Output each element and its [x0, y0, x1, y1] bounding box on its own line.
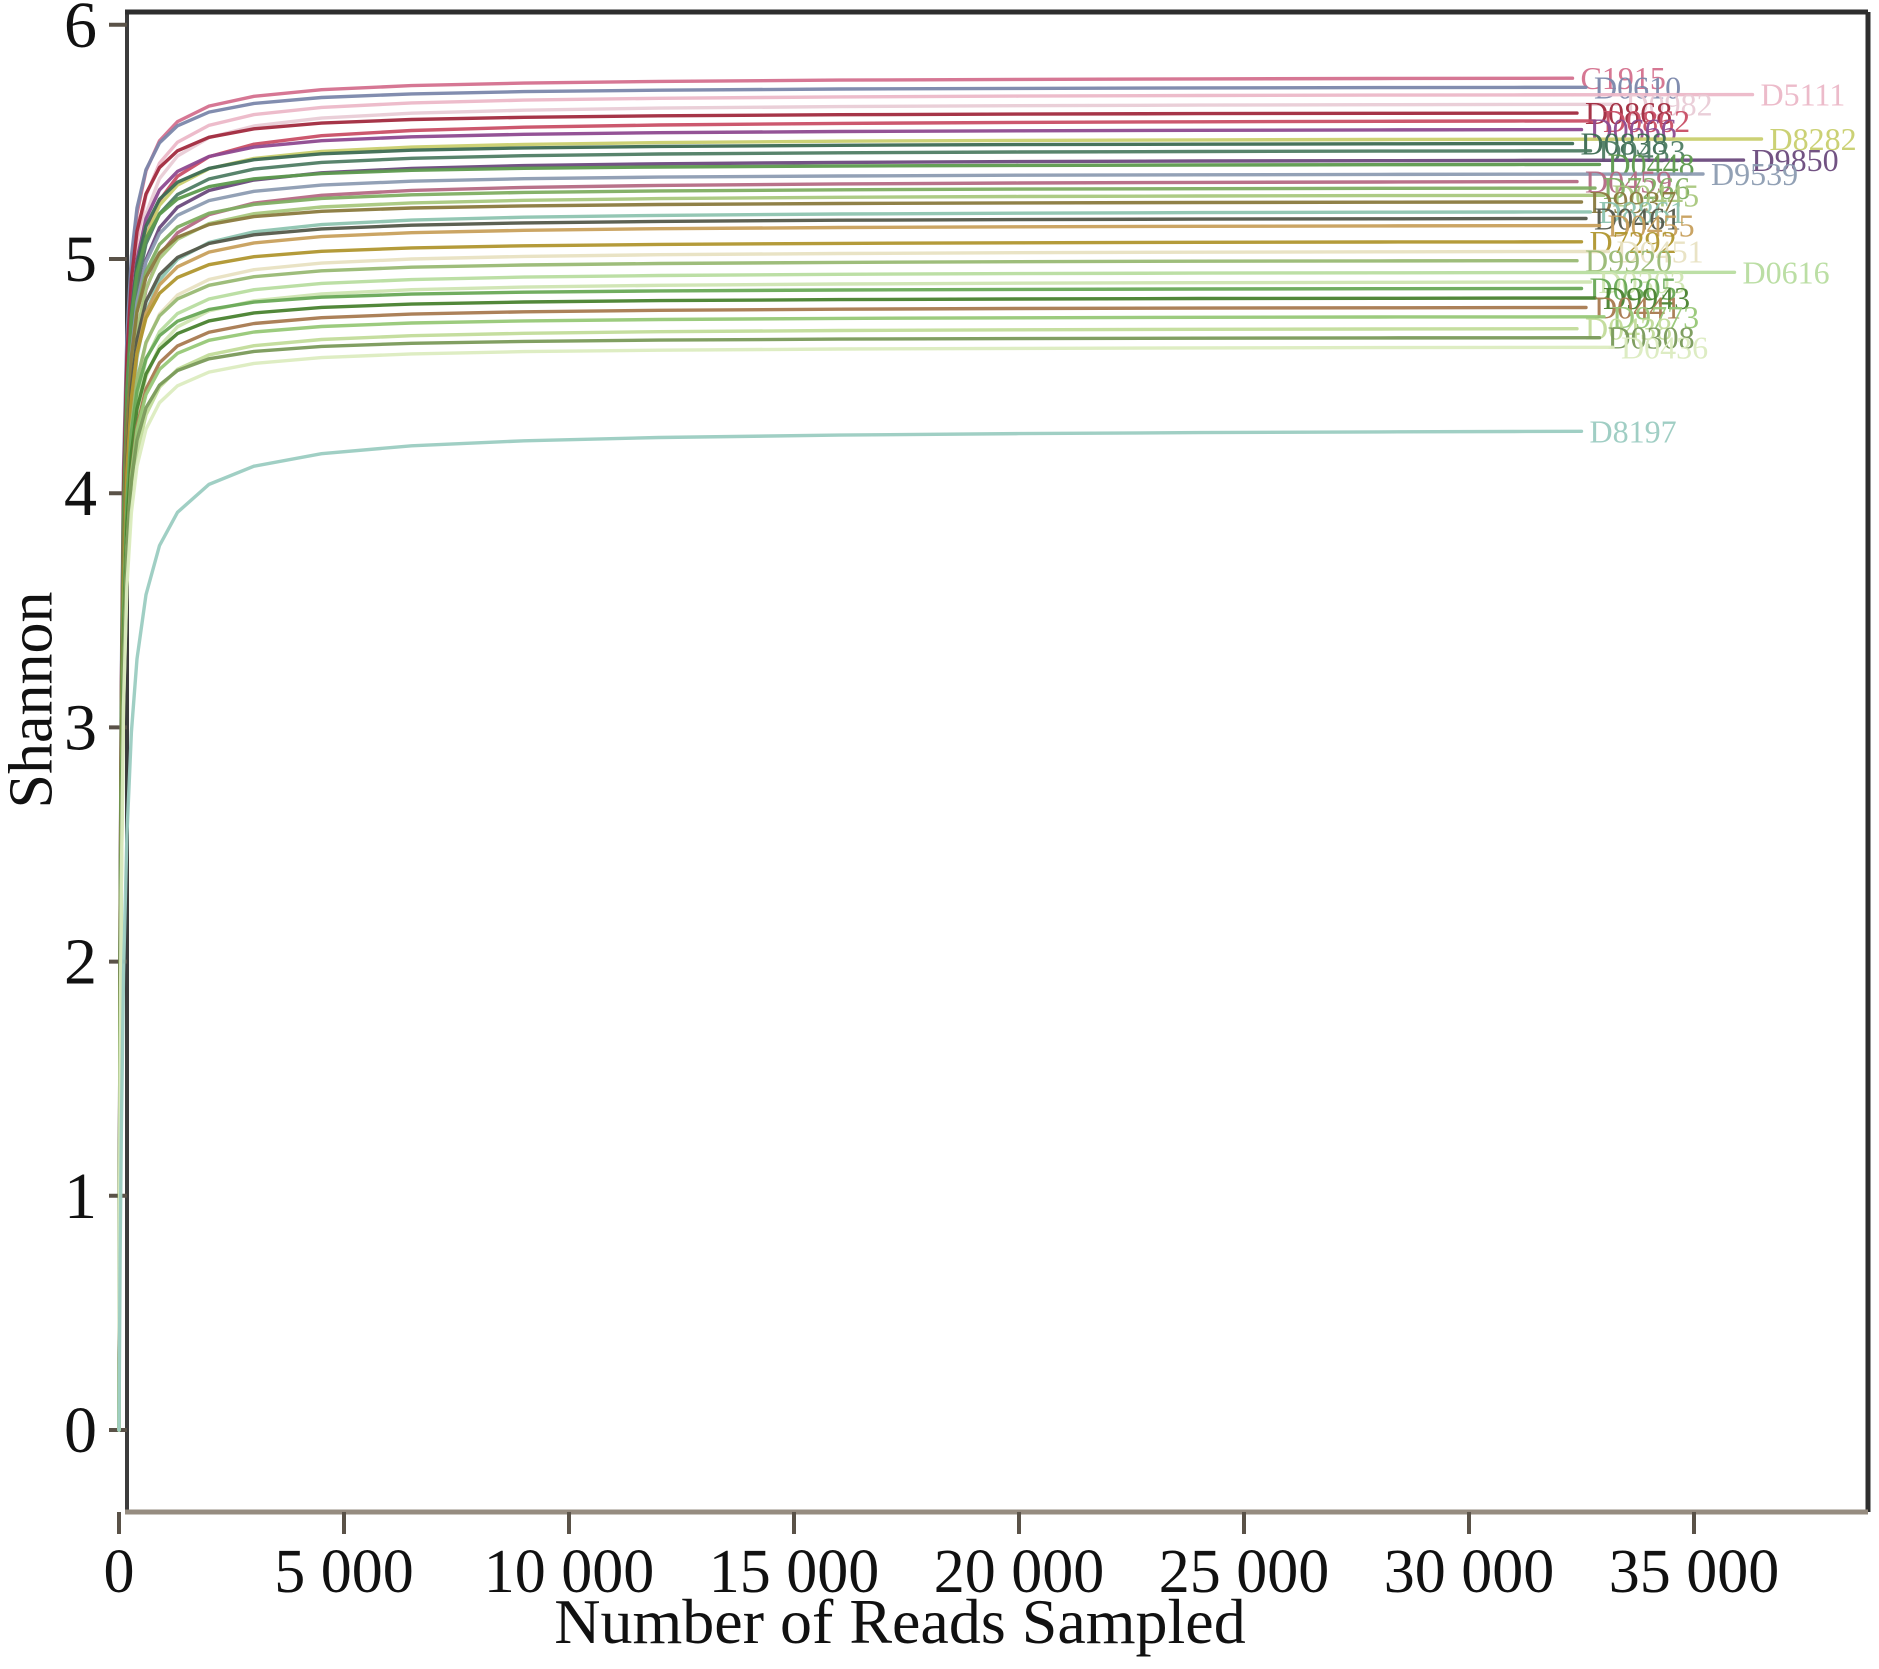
series-curve-D0436 [117, 345, 1615, 1432]
y-tick-label: 2 [64, 926, 97, 999]
series-label-D7266: D7266 [1603, 170, 1690, 206]
series-label-D0461: D0461 [1594, 201, 1681, 237]
series-curve-D0441 [117, 305, 1588, 1432]
series-label-D8861: D8861 [1599, 194, 1686, 230]
series-label-D0838: D0838 [1581, 126, 1668, 162]
series-label-D9850: D9850 [1752, 142, 1839, 178]
series-curve-D0305 [117, 286, 1584, 1432]
y-tick-label: 3 [64, 691, 97, 764]
series-label-D8282: D8282 [1770, 121, 1857, 157]
series-curve-D0445 [117, 193, 1606, 1432]
series-label-D0436: D0436 [1621, 329, 1708, 365]
x-tick-label: 35 000 [1609, 1538, 1780, 1606]
series-label-D0610: D0610 [1594, 69, 1681, 105]
series-curve-D7292 [117, 240, 1584, 1432]
series-label-D0616: D0616 [1743, 254, 1830, 290]
series-label-D0451: D0451 [1617, 233, 1704, 269]
series-curve-D0616 [117, 270, 1737, 1432]
series-curve-D9937 [117, 200, 1584, 1432]
series-label-D5111: D5111 [1761, 77, 1846, 113]
series-label-D9539: D9539 [1711, 156, 1798, 192]
series-label-D9937: D9937 [1590, 184, 1677, 220]
series-curve-D0982 [117, 102, 1620, 1432]
series-curve-D9539 [117, 172, 1705, 1432]
series-curve-D8282 [117, 137, 1764, 1432]
x-tick-label: 30 000 [1384, 1538, 1555, 1606]
x-tick-label: 10 000 [484, 1538, 655, 1606]
y-tick-label: 1 [64, 1160, 97, 1233]
x-tick-label: 20 000 [934, 1538, 1105, 1606]
y-axis-title: Shannon [0, 591, 66, 809]
series-curve-D0448 [117, 162, 1602, 1432]
series-curve-D0308 [117, 336, 1602, 1432]
series-curve-D0303 [117, 280, 1593, 1432]
x-tick-label: 25 000 [1159, 1538, 1330, 1606]
series-label-D0438: D0438 [1585, 311, 1672, 347]
y-tick-label: 6 [64, 0, 97, 62]
series-label-D0441: D0441 [1594, 289, 1681, 325]
series-curve-D0433 [117, 149, 1593, 1432]
series-curve-D9943 [117, 296, 1597, 1432]
series-label-D0305: D0305 [1590, 271, 1677, 307]
series-label-D8197: D8197 [1590, 413, 1677, 449]
y-tick-label: 5 [64, 223, 97, 296]
series-label-D0308: D0308 [1608, 320, 1695, 356]
series-curve-D7266 [117, 186, 1597, 1432]
y-tick-label: 0 [64, 1394, 97, 1467]
series-curve-D0455 [117, 223, 1602, 1432]
series-label-D0433: D0433 [1599, 133, 1686, 169]
x-axis-title: Number of Reads Sampled [554, 1586, 1246, 1657]
series-curve-D9773 [117, 315, 1606, 1432]
series-curve-D0451 [117, 249, 1611, 1432]
series-label-D0455: D0455 [1608, 208, 1695, 244]
series-label-D7292: D7292 [1590, 224, 1677, 260]
x-tick-label: 15 000 [709, 1538, 880, 1606]
series-curve-D8197 [117, 429, 1584, 1432]
series-label-C1915: C1915 [1581, 60, 1666, 96]
series-curve-D0461 [117, 216, 1588, 1432]
series-label-D0448: D0448 [1608, 146, 1695, 182]
series-label-D0666: D0666 [1590, 112, 1677, 148]
y-tick-label: 4 [64, 457, 97, 530]
series-curve-D9850 [117, 158, 1746, 1432]
series-label-D9943: D9943 [1603, 280, 1690, 316]
series-curve-D0459 [117, 179, 1579, 1432]
series-curve-D0438 [117, 327, 1579, 1432]
series-label-D9773: D9773 [1612, 299, 1699, 335]
series-label-D0303: D0303 [1599, 264, 1686, 300]
series-label-D0868: D0868 [1585, 95, 1672, 131]
series-label-D0862: D0862 [1603, 103, 1690, 139]
x-tick-label: 0 [104, 1538, 135, 1606]
series-curve-D8861 [117, 210, 1593, 1432]
series-label-D0982: D0982 [1626, 86, 1713, 122]
series-label-D0445: D0445 [1612, 177, 1699, 213]
x-tick-label: 5 000 [274, 1538, 414, 1606]
